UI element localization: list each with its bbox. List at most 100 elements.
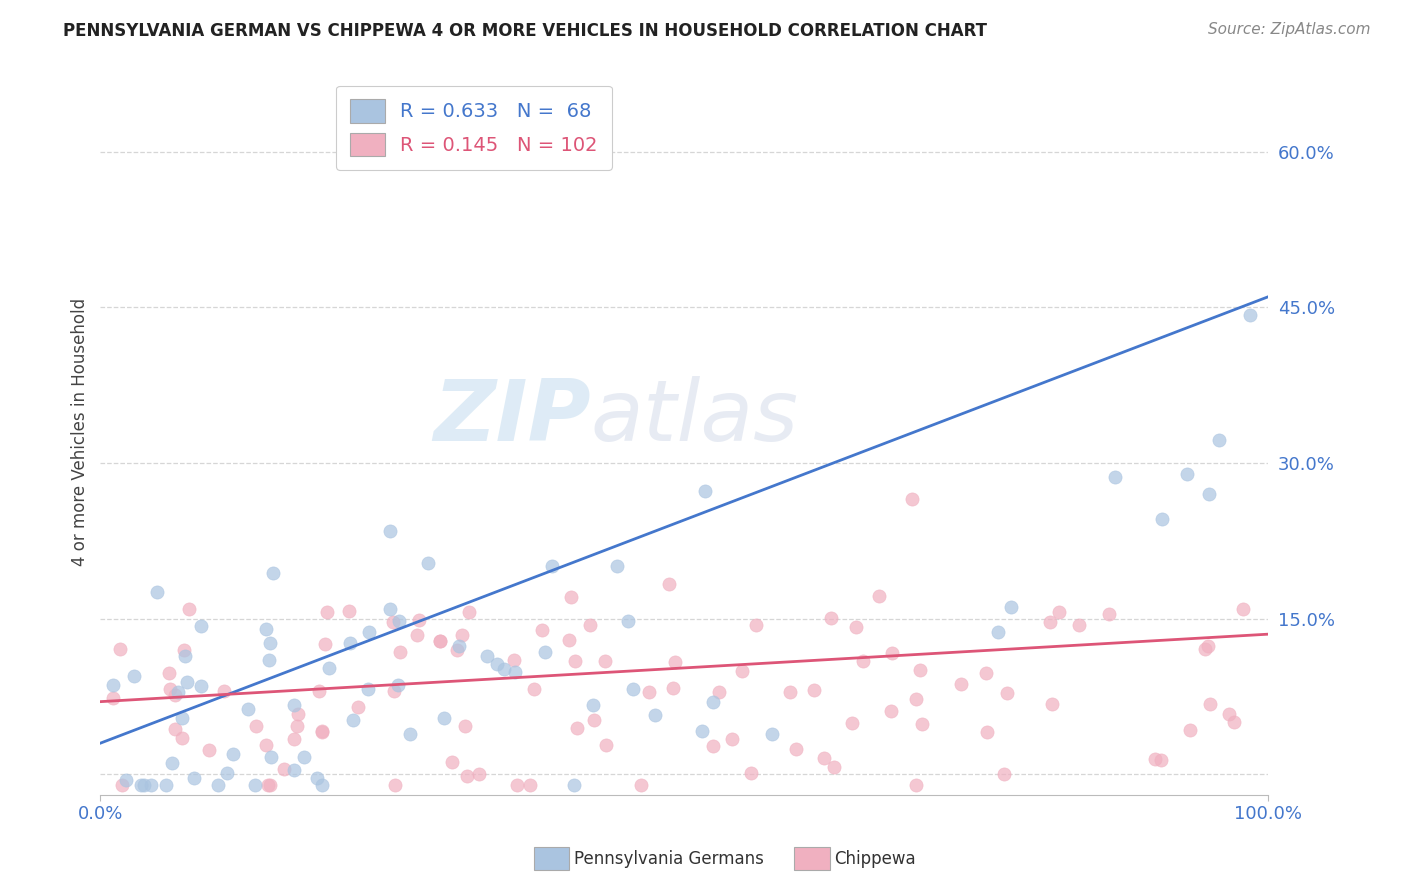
Point	[630, 778, 652, 792]
Point	[245, 719, 267, 733]
Point	[1040, 697, 1063, 711]
Point	[880, 646, 903, 660]
Point	[141, 778, 163, 792]
Point	[101, 678, 124, 692]
Point	[901, 492, 924, 507]
Point	[823, 760, 845, 774]
Point	[582, 713, 605, 727]
Point	[285, 718, 308, 732]
Point	[1218, 706, 1240, 721]
Point	[243, 778, 266, 792]
Point	[707, 685, 730, 699]
Point	[541, 559, 564, 574]
Point	[519, 778, 541, 792]
Point	[995, 686, 1018, 700]
Point	[1239, 308, 1261, 322]
Point	[129, 778, 152, 792]
Point	[1175, 467, 1198, 481]
Point	[506, 778, 529, 792]
Point	[429, 633, 451, 648]
Point	[381, 615, 404, 630]
Point	[456, 769, 478, 783]
Point	[1152, 511, 1174, 525]
Point	[283, 763, 305, 777]
Point	[595, 738, 617, 752]
Point	[110, 642, 132, 657]
Point	[904, 691, 927, 706]
Point	[560, 590, 582, 604]
Point	[820, 611, 842, 625]
Point	[378, 524, 401, 538]
Text: Source: ZipAtlas.com: Source: ZipAtlas.com	[1208, 22, 1371, 37]
Point	[165, 688, 187, 702]
Point	[408, 613, 430, 627]
Point	[606, 558, 628, 573]
Point	[523, 681, 546, 696]
Y-axis label: 4 or more Vehicles in Household: 4 or more Vehicles in Household	[72, 298, 89, 566]
Point	[387, 678, 409, 692]
Point	[637, 685, 659, 699]
Point	[177, 601, 200, 615]
Point	[283, 731, 305, 746]
Point	[347, 700, 370, 714]
Point	[492, 662, 515, 676]
Point	[183, 771, 205, 785]
Point	[761, 727, 783, 741]
Point	[910, 663, 932, 677]
Point	[441, 756, 464, 770]
Point	[311, 778, 333, 792]
Point	[502, 653, 524, 667]
Point	[976, 725, 998, 739]
Point	[146, 585, 169, 599]
Point	[262, 566, 284, 581]
Point	[1208, 433, 1230, 447]
Point	[257, 653, 280, 667]
Point	[337, 604, 360, 618]
Point	[581, 698, 603, 713]
Point	[1000, 600, 1022, 615]
Point	[384, 778, 406, 792]
Point	[1098, 607, 1121, 622]
Point	[1104, 470, 1126, 484]
Point	[159, 681, 181, 696]
Text: Chippewa: Chippewa	[834, 849, 915, 868]
Point	[311, 724, 333, 739]
Point	[785, 742, 807, 756]
Text: Pennsylvania Germans: Pennsylvania Germans	[574, 849, 763, 868]
Point	[1144, 752, 1167, 766]
Point	[565, 721, 588, 735]
Point	[595, 654, 617, 668]
Point	[339, 636, 361, 650]
Point	[190, 619, 212, 633]
Point	[505, 665, 527, 679]
Point	[429, 634, 451, 648]
Point	[273, 762, 295, 776]
Point	[111, 778, 134, 792]
Point	[305, 771, 328, 785]
Point	[447, 640, 470, 654]
Point	[384, 684, 406, 698]
Point	[841, 715, 863, 730]
Point	[1047, 605, 1070, 619]
Point	[616, 614, 638, 628]
Point	[454, 719, 477, 733]
Point	[416, 556, 439, 570]
Point	[730, 664, 752, 678]
Legend: R = 0.633   N =  68, R = 0.145   N = 102: R = 0.633 N = 68, R = 0.145 N = 102	[336, 86, 612, 169]
Point	[987, 624, 1010, 639]
Point	[1069, 618, 1091, 632]
Point	[911, 716, 934, 731]
Point	[287, 706, 309, 721]
Point	[904, 778, 927, 792]
Point	[813, 751, 835, 765]
Point	[661, 681, 683, 695]
Point	[173, 648, 195, 663]
Point	[658, 577, 681, 591]
Point	[308, 684, 330, 698]
Point	[1194, 641, 1216, 656]
Point	[190, 679, 212, 693]
Point	[974, 666, 997, 681]
Point	[238, 702, 260, 716]
Point	[311, 725, 333, 739]
Point	[212, 684, 235, 698]
